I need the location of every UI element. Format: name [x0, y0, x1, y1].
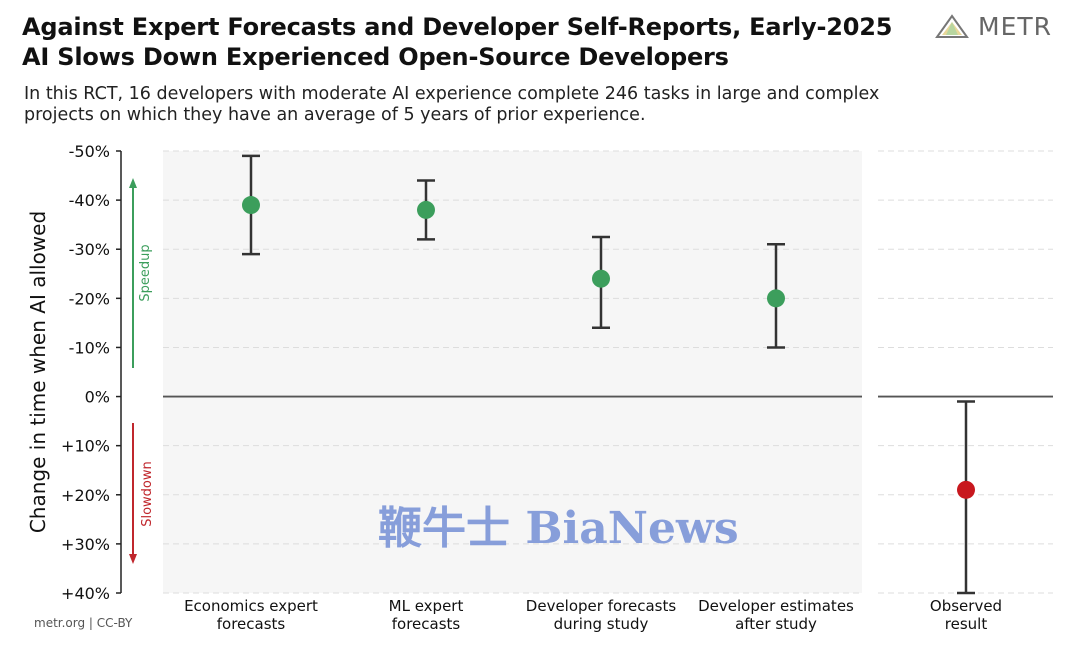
- x-tick-label: result: [945, 615, 988, 633]
- y-tick-label: -50%: [69, 142, 110, 161]
- x-tick-label: Economics expert: [184, 597, 318, 615]
- x-tick-label: Developer forecasts: [526, 597, 677, 615]
- subtitle-line-1: In this RCT, 16 developers with moderate…: [24, 84, 880, 104]
- chart-subtitle: In this RCT, 16 developers with moderate…: [24, 84, 924, 126]
- slowdown-label: Slowdown: [140, 461, 155, 527]
- data-point: [592, 269, 610, 288]
- chart-title: Against Expert Forecasts and Developer S…: [22, 12, 892, 72]
- footer-credit: metr.org | CC-BY: [34, 616, 133, 630]
- y-tick-label: -20%: [69, 289, 110, 308]
- logo-text: METR: [978, 12, 1053, 41]
- x-tick-label: forecasts: [217, 615, 286, 633]
- x-tick-label: ML expert: [389, 597, 464, 615]
- speedup-arrowhead: [129, 178, 137, 188]
- speedup-label: Speedup: [138, 244, 153, 301]
- subtitle-line-2: projects on which they have an average o…: [24, 105, 646, 125]
- y-axis-label: Change in time when AI allowed: [26, 211, 50, 533]
- x-tick-label: forecasts: [392, 615, 461, 633]
- x-tick-label: Developer estimates: [698, 597, 854, 615]
- title-line-2: AI Slows Down Experienced Open-Source De…: [22, 43, 729, 71]
- y-tick-label: -10%: [69, 338, 110, 357]
- forecast-panel-bg: [163, 151, 862, 593]
- y-tick-label: +40%: [61, 584, 110, 603]
- y-tick-label: +30%: [61, 535, 110, 554]
- title-line-1: Against Expert Forecasts and Developer S…: [22, 13, 893, 41]
- data-point: [417, 200, 435, 219]
- metr-logo-icon: [935, 13, 969, 38]
- watermark: 鞭牛士 BiaNews: [378, 503, 739, 554]
- y-tick-label: -30%: [69, 240, 110, 259]
- metr-logo: METR: [934, 12, 1052, 41]
- y-tick-label: +20%: [61, 486, 110, 505]
- y-tick-label: +10%: [61, 437, 110, 456]
- data-point: [242, 196, 260, 215]
- x-tick-label: after study: [735, 615, 817, 633]
- data-point: [767, 289, 785, 308]
- y-tick-label: -40%: [69, 191, 110, 210]
- slowdown-arrowhead: [129, 554, 137, 564]
- x-tick-label: Observed: [930, 597, 1002, 615]
- data-point: [957, 480, 975, 499]
- y-tick-label: 0%: [85, 388, 110, 407]
- x-tick-label: during study: [554, 615, 649, 633]
